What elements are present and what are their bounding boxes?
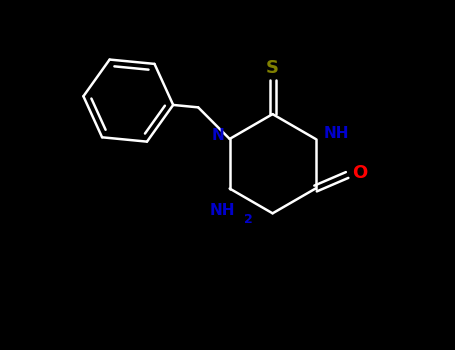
Text: S: S [266,59,279,77]
Text: N: N [212,128,224,143]
Text: NH: NH [210,203,236,218]
Text: O: O [353,164,368,182]
Text: 2: 2 [244,214,253,226]
Text: NH: NH [324,126,349,141]
